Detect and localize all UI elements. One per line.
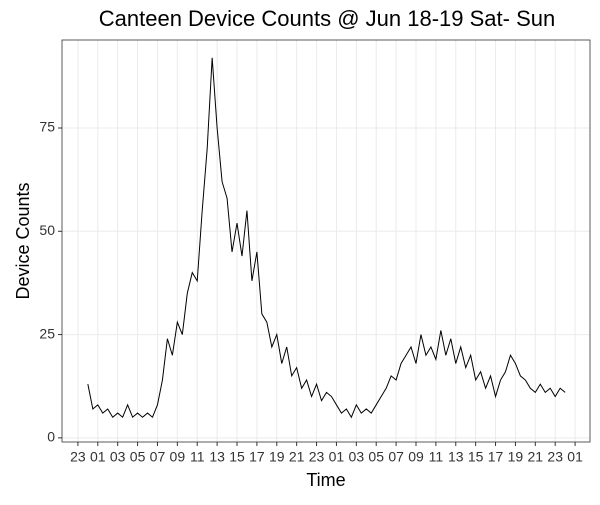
x-tick-label: 01 (90, 449, 106, 465)
y-tick-label: 75 (39, 119, 55, 135)
x-tick-label: 17 (488, 449, 504, 465)
x-tick-label: 07 (150, 449, 166, 465)
data-line (87, 57, 566, 419)
x-tick-label: 09 (170, 449, 186, 465)
y-tick-label: 25 (39, 325, 55, 341)
x-tick-label: 11 (190, 449, 205, 465)
x-tick-label: 19 (269, 449, 285, 465)
x-tick-label: 01 (567, 449, 583, 465)
x-tick-label: 01 (329, 449, 345, 465)
y-tick-label: 50 (39, 222, 55, 238)
chart-title: Canteen Device Counts @ Jun 18-19 Sat- S… (99, 6, 555, 31)
x-axis-title: Time (306, 470, 345, 490)
x-tick-label: 11 (429, 449, 444, 465)
x-tick-label: 03 (110, 449, 126, 465)
grid (62, 40, 590, 442)
x-tick-label: 23 (547, 449, 563, 465)
plot (87, 57, 566, 419)
x-tick-label: 09 (408, 449, 424, 465)
x-tick-label: 21 (289, 449, 305, 465)
y-axis-title: Device Counts (13, 182, 33, 299)
y-tick-label: 0 (47, 429, 55, 445)
x-tick-label: 13 (209, 449, 225, 465)
x-tick-label: 03 (349, 449, 365, 465)
panel-border (61, 39, 591, 443)
x-tick-label: 17 (249, 449, 265, 465)
x-tick-label: 21 (528, 449, 544, 465)
x-tick-label: 15 (229, 449, 245, 465)
x-tick-label: 15 (468, 449, 484, 465)
x-tick-label: 23 (70, 449, 86, 465)
x-tick-label: 05 (368, 449, 384, 465)
x-tick-label: 13 (448, 449, 464, 465)
x-tick-label: 05 (130, 449, 146, 465)
x-tick-label: 23 (309, 449, 325, 465)
x-tick-label: 07 (388, 449, 404, 465)
x-tick-label: 19 (508, 449, 524, 465)
